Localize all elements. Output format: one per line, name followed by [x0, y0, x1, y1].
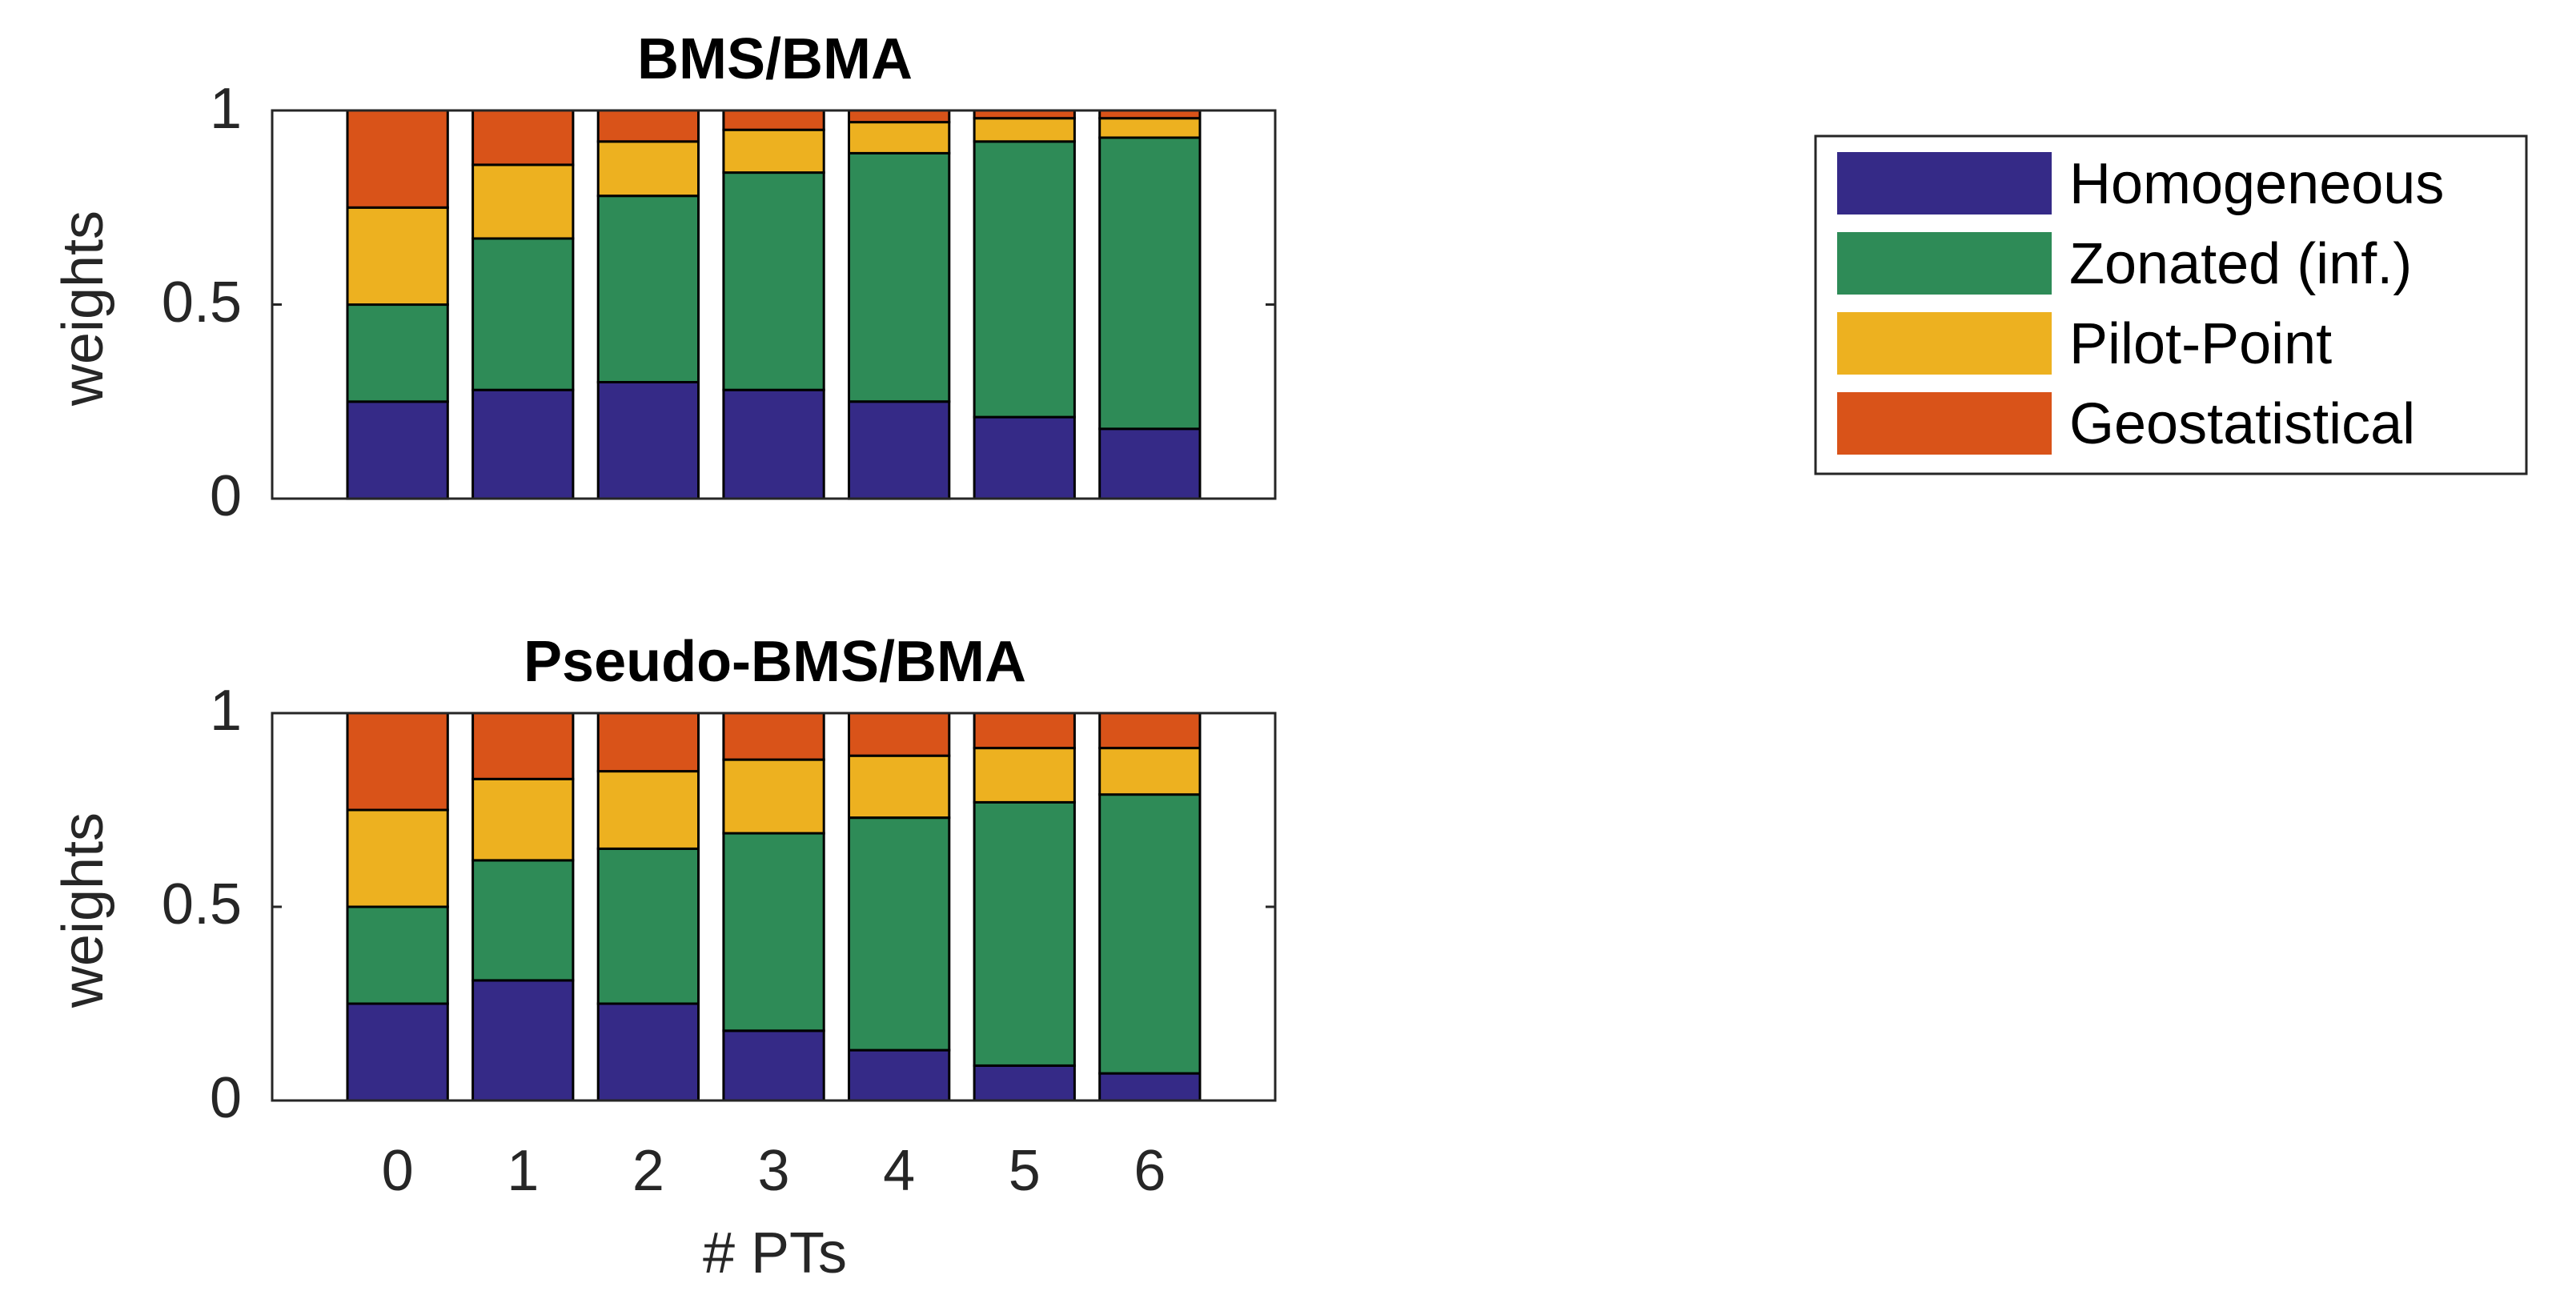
bar-segment-pilot-point [346, 206, 449, 307]
bar-segment-homogeneous [722, 1029, 825, 1102]
bar-segment-homogeneous [722, 388, 825, 500]
xtick-label: 3 [757, 1139, 789, 1203]
bar-segment-pilot-point [346, 808, 449, 908]
bar-segment-zonated [848, 151, 951, 403]
bar-segment-pilot-point [471, 163, 575, 240]
bar-segment-pilot-point [973, 117, 1076, 143]
legend-swatch-homogeneous [1837, 152, 2052, 214]
bar-segment-pilot-point [596, 140, 700, 198]
bar-segment-zonated [848, 816, 951, 1052]
legend-swatch-geostatistical [1837, 392, 2052, 455]
bar-segment-homogeneous [346, 400, 449, 500]
bar-segment-geostatistical [346, 109, 449, 209]
bar-segment-zonated [1098, 136, 1202, 431]
bar-segment-geostatistical [596, 712, 700, 773]
bar-segment-homogeneous [346, 1002, 449, 1102]
bar-segment-homogeneous [973, 1064, 1076, 1102]
xtick-label: 0 [382, 1139, 414, 1203]
xtick-label: 1 [507, 1139, 539, 1203]
xtick-label: 2 [632, 1139, 664, 1203]
ytick-label: 1 [210, 679, 242, 743]
bar-segment-geostatistical [973, 712, 1076, 750]
bar-segment-zonated [346, 303, 449, 403]
top-chart-panel: BMS/BMA weights 0 0.5 1 [51, 27, 1277, 528]
bar-segment-geostatistical [722, 712, 825, 761]
bar-segment-homogeneous [596, 381, 700, 500]
bottom-chart-ytick-labels: 0 0.5 1 [162, 679, 242, 1130]
ytick-label: 0.5 [162, 271, 242, 335]
bottom-chart-title: Pseudo-BMS/BMA [524, 630, 1026, 694]
legend-label-zonated: Zonated (inf.) [2069, 232, 2412, 296]
bar-segment-homogeneous [1098, 1072, 1202, 1102]
bar-segment-homogeneous [471, 388, 575, 500]
bar-segment-pilot-point [1098, 747, 1202, 796]
bar-segment-pilot-point [1098, 117, 1202, 139]
xtick-label: 5 [1009, 1139, 1041, 1203]
bar-segment-homogeneous [1098, 427, 1202, 500]
legend-swatch-pilot-point [1837, 312, 2052, 375]
bar-segment-zonated [596, 847, 700, 1005]
ytick-label: 0 [210, 1066, 242, 1130]
bar-segment-geostatistical [848, 712, 951, 757]
top-chart-ytick-labels: 0 0.5 1 [162, 77, 242, 528]
bar-segment-zonated [1098, 793, 1202, 1075]
bar-segment-zonated [722, 171, 825, 391]
legend: Homogeneous Zonated (inf.) Pilot-Point Geos… [1814, 134, 2528, 475]
bottom-chart-bars [346, 712, 1202, 1102]
legend-label-homogeneous: Homogeneous [2069, 152, 2444, 216]
bar-segment-homogeneous [848, 400, 951, 500]
bar-segment-geostatistical [471, 712, 575, 780]
bar-segment-pilot-point [973, 747, 1076, 804]
bar-segment-zonated [596, 194, 700, 383]
legend-label-pilot-point: Pilot-Point [2069, 312, 2332, 376]
top-chart-tickmarks [272, 109, 1275, 500]
top-chart-ylabel: weights [51, 210, 115, 407]
bar-segment-zonated [471, 859, 575, 982]
top-chart-title: BMS/BMA [637, 27, 913, 91]
legend-label-geostatistical: Geostatistical [2069, 392, 2415, 456]
bar-segment-zonated [973, 140, 1076, 419]
bar-segment-homogeneous [973, 415, 1076, 500]
bar-segment-pilot-point [848, 121, 951, 154]
bar-segment-zonated [973, 800, 1076, 1067]
bar-segment-pilot-point [848, 754, 951, 820]
bar-segment-zonated [471, 237, 575, 391]
bar-segment-geostatistical [1098, 712, 1202, 750]
bar-segment-zonated [346, 905, 449, 1005]
ytick-label: 0.5 [162, 872, 242, 936]
bottom-chart-panel: Pseudo-BMS/BMA weights 0 0.5 1 0 1 2 3 4 5 6 #… [51, 630, 1277, 1285]
xtick-label: 4 [883, 1139, 915, 1203]
bottom-chart-ylabel: weights [51, 812, 115, 1008]
bar-segment-geostatistical [596, 109, 700, 143]
bar-segment-pilot-point [722, 758, 825, 835]
bar-segment-homogeneous [471, 979, 575, 1102]
bar-segment-pilot-point [596, 770, 700, 850]
ytick-label: 0 [210, 464, 242, 528]
bar-segment-geostatistical [722, 109, 825, 131]
bottom-chart-xtick-labels: 0 1 2 3 4 5 6 [382, 1139, 1166, 1203]
bar-segment-geostatistical [848, 109, 951, 124]
top-chart-bars [346, 109, 1202, 500]
bar-segment-homogeneous [848, 1048, 951, 1102]
bar-segment-homogeneous [596, 1002, 700, 1102]
xtick-label: 6 [1134, 1139, 1166, 1203]
legend-swatch-zonated [1837, 232, 2052, 295]
bar-segment-pilot-point [471, 777, 575, 862]
ytick-label: 1 [210, 77, 242, 141]
bottom-chart-xlabel: # PTs [703, 1221, 847, 1285]
bar-segment-zonated [722, 832, 825, 1032]
bar-segment-geostatistical [346, 712, 449, 812]
bar-segment-geostatistical [471, 109, 575, 166]
bar-segment-pilot-point [722, 128, 825, 174]
legend-entries: Homogeneous Zonated (inf.) Pilot-Point Geos… [1837, 152, 2444, 456]
bottom-chart-tickmarks [272, 712, 1275, 1102]
